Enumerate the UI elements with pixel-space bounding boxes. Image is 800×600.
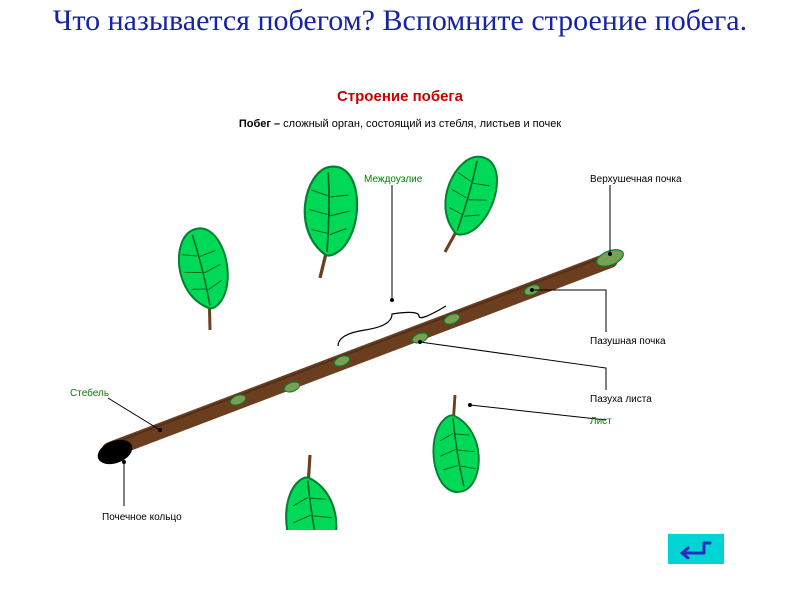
- definition-text: Побег – сложный орган, состоящий из стеб…: [0, 118, 800, 130]
- return-arrow-icon: [676, 539, 716, 559]
- label-leaf-axil: Пазуха листа: [590, 394, 652, 405]
- shoot-diagram: Междоузлие Верхушечная почка Пазушная по…: [50, 150, 750, 530]
- diagram-subtitle: Строение побега: [0, 88, 800, 105]
- label-apical-bud: Верхушечная почка: [590, 174, 682, 185]
- main-title: Что называется побегом? Вспомните строен…: [0, 4, 800, 39]
- label-stem[interactable]: Стебель: [70, 388, 109, 399]
- definition-body: сложный орган, состоящий из стебля, лист…: [283, 118, 561, 130]
- definition-term: Побег –: [239, 118, 283, 130]
- label-leaf[interactable]: Лист: [590, 416, 612, 427]
- label-internode[interactable]: Междоузлие: [364, 174, 422, 185]
- back-button[interactable]: [668, 534, 724, 564]
- label-bud-ring: Почечное кольцо: [102, 512, 182, 523]
- label-axillary-bud: Пазушная почка: [590, 336, 666, 347]
